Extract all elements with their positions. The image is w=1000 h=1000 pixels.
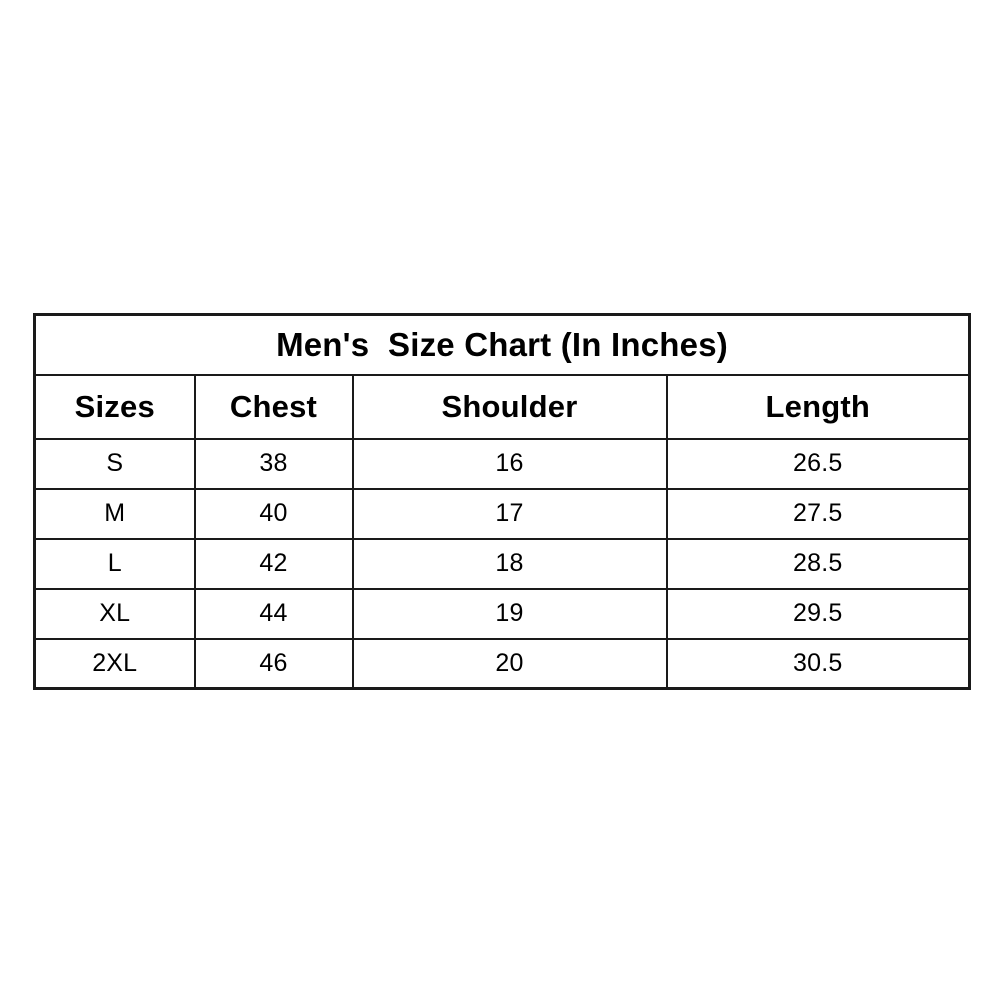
cell-shoulder: 19 <box>351 587 668 640</box>
cell-length: 26.5 <box>665 437 971 490</box>
cell-size: 2XL <box>33 637 196 690</box>
cell-length: 29.5 <box>665 587 971 640</box>
table-header-row: Sizes Chest Shoulder Length <box>33 373 971 440</box>
cell-size: M <box>33 487 196 540</box>
cell-chest: 44 <box>193 587 354 640</box>
column-header-length: Length <box>665 373 971 440</box>
cell-shoulder: 16 <box>351 437 668 490</box>
table-row: 2XL 46 20 30.5 <box>33 637 971 690</box>
cell-length: 27.5 <box>665 487 971 540</box>
table-row: L 42 18 28.5 <box>33 537 971 590</box>
cell-length: 30.5 <box>665 637 971 690</box>
cell-shoulder: 20 <box>351 637 668 690</box>
cell-size: S <box>33 437 196 490</box>
table-row: XL 44 19 29.5 <box>33 587 971 640</box>
table-title-row: Men's Size Chart (In Inches) <box>33 313 971 376</box>
table-row: S 38 16 26.5 <box>33 437 971 490</box>
column-header-shoulder: Shoulder <box>351 373 668 440</box>
table-row: M 40 17 27.5 <box>33 487 971 540</box>
column-header-sizes: Sizes <box>33 373 196 440</box>
cell-size: L <box>33 537 196 590</box>
cell-length: 28.5 <box>665 537 971 590</box>
cell-chest: 46 <box>193 637 354 690</box>
cell-size: XL <box>33 587 196 640</box>
cell-chest: 38 <box>193 437 354 490</box>
cell-shoulder: 17 <box>351 487 668 540</box>
cell-chest: 40 <box>193 487 354 540</box>
cell-chest: 42 <box>193 537 354 590</box>
cell-shoulder: 18 <box>351 537 668 590</box>
column-header-chest: Chest <box>193 373 354 440</box>
size-chart-container: Men's Size Chart (In Inches) Sizes Chest… <box>33 313 972 690</box>
size-chart-table: Men's Size Chart (In Inches) Sizes Chest… <box>33 313 972 690</box>
size-chart-title: Men's Size Chart (In Inches) <box>33 313 971 376</box>
